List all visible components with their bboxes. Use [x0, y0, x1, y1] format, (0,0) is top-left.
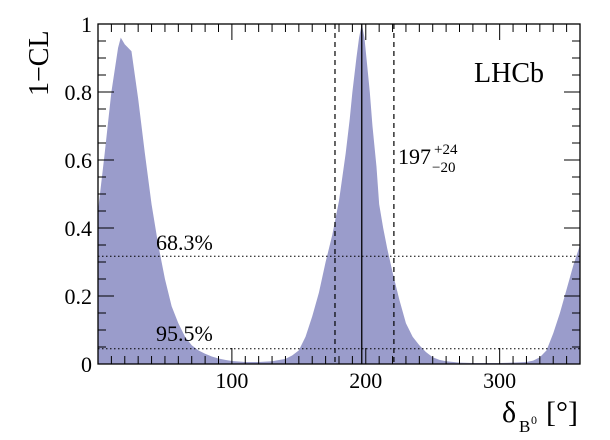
- y-tick-label: 1: [81, 12, 92, 37]
- x-tick-label: 100: [215, 368, 248, 393]
- cl-label-95: 95.5%: [156, 321, 213, 346]
- cl-scan-area: [98, 24, 580, 364]
- x-tick-label: 200: [349, 368, 382, 393]
- best-fit-value: 197: [398, 144, 431, 169]
- x-axis-subscript: B: [519, 417, 530, 436]
- y-tick-label: 0.6: [65, 148, 93, 173]
- x-axis-symbol: δ: [502, 396, 516, 429]
- x-axis-subscript-sup: 0: [531, 413, 537, 427]
- y-tick-label: 0.8: [65, 80, 93, 105]
- y-tick-label: 0.2: [65, 284, 93, 309]
- experiment-label: LHCb: [474, 58, 544, 89]
- x-axis-unit: [°]: [546, 396, 578, 429]
- x-tick-label: 300: [483, 368, 516, 393]
- y-axis-label: 1−CL: [24, 30, 55, 96]
- best-fit-label: 197: [398, 144, 431, 169]
- best-fit-minus: −20: [432, 160, 455, 176]
- y-tick-label: 0: [81, 352, 92, 377]
- best-fit-plus: +24: [434, 142, 458, 158]
- y-tick-label: 0.4: [65, 216, 93, 241]
- cl-label-68: 68.3%: [156, 230, 213, 255]
- x-axis-label: δ B 0 [°]: [502, 396, 578, 436]
